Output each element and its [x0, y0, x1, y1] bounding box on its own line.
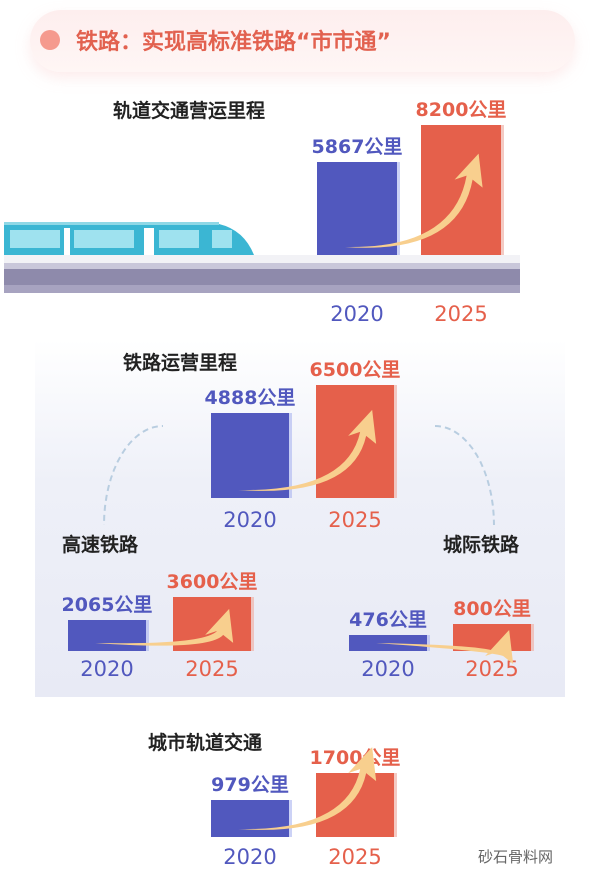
chart-title: 轨道交通营运里程 [113, 100, 266, 122]
year-label: 2020 [80, 657, 134, 681]
bar-2025 [173, 597, 251, 651]
year-label: 2020 [361, 657, 415, 681]
data-label: 5867公里 [311, 135, 403, 158]
bullet-dot-icon [40, 30, 60, 50]
data-label: 6500公里 [309, 359, 401, 381]
bar-2020 [317, 161, 397, 255]
chart-title: 城际铁路 [443, 534, 520, 556]
chart-title: 铁路运营里程 [123, 352, 238, 374]
data-label: 4888公里 [204, 387, 296, 410]
data-label: 2065公里 [61, 594, 153, 617]
bar-2025 [421, 125, 501, 255]
bar-2025 [316, 385, 394, 498]
year-label: 2025 [465, 657, 519, 681]
bar-2020 [68, 620, 146, 651]
data-label: 3600公里 [166, 571, 258, 593]
chart-title: 城市轨道交通 [148, 732, 263, 754]
year-label: 2020 [223, 845, 277, 869]
year-label: 2025 [328, 508, 382, 532]
bar-2025 [453, 624, 531, 651]
section-header [30, 10, 575, 72]
year-label: 2020 [330, 302, 384, 326]
data-label: 476公里 [349, 608, 427, 631]
year-label: 2020 [223, 508, 277, 532]
rail-track [4, 255, 520, 293]
data-label: 8200公里 [415, 99, 507, 121]
section-title: 铁路：实现高标准铁路“市市通” [76, 30, 391, 55]
bar-2020 [349, 634, 427, 651]
year-label: 2025 [328, 845, 382, 869]
data-label: 979公里 [211, 774, 289, 797]
data-label: 1700公里 [309, 747, 401, 769]
bar-2020 [211, 413, 289, 498]
chart-title: 高速铁路 [62, 534, 139, 556]
bar-2025 [316, 773, 394, 837]
year-label: 2025 [434, 302, 488, 326]
year-label: 2025 [185, 657, 239, 681]
watermark: 砂石骨料网 [478, 848, 554, 866]
data-label: 800公里 [453, 598, 531, 620]
train-icon [4, 222, 254, 255]
bar-2020 [211, 800, 289, 837]
